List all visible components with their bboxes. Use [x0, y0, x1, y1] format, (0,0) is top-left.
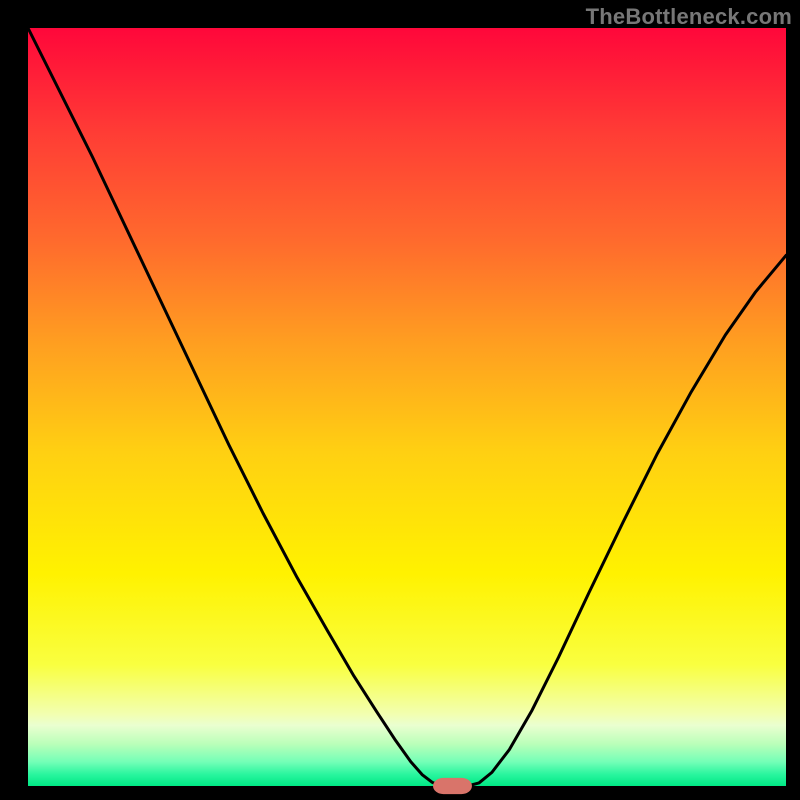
plot-background-gradient [28, 28, 786, 786]
optimal-marker [434, 778, 472, 793]
watermark-text: TheBottleneck.com [586, 4, 792, 30]
chart-container: TheBottleneck.com [0, 0, 800, 800]
bottleneck-chart [0, 0, 800, 800]
